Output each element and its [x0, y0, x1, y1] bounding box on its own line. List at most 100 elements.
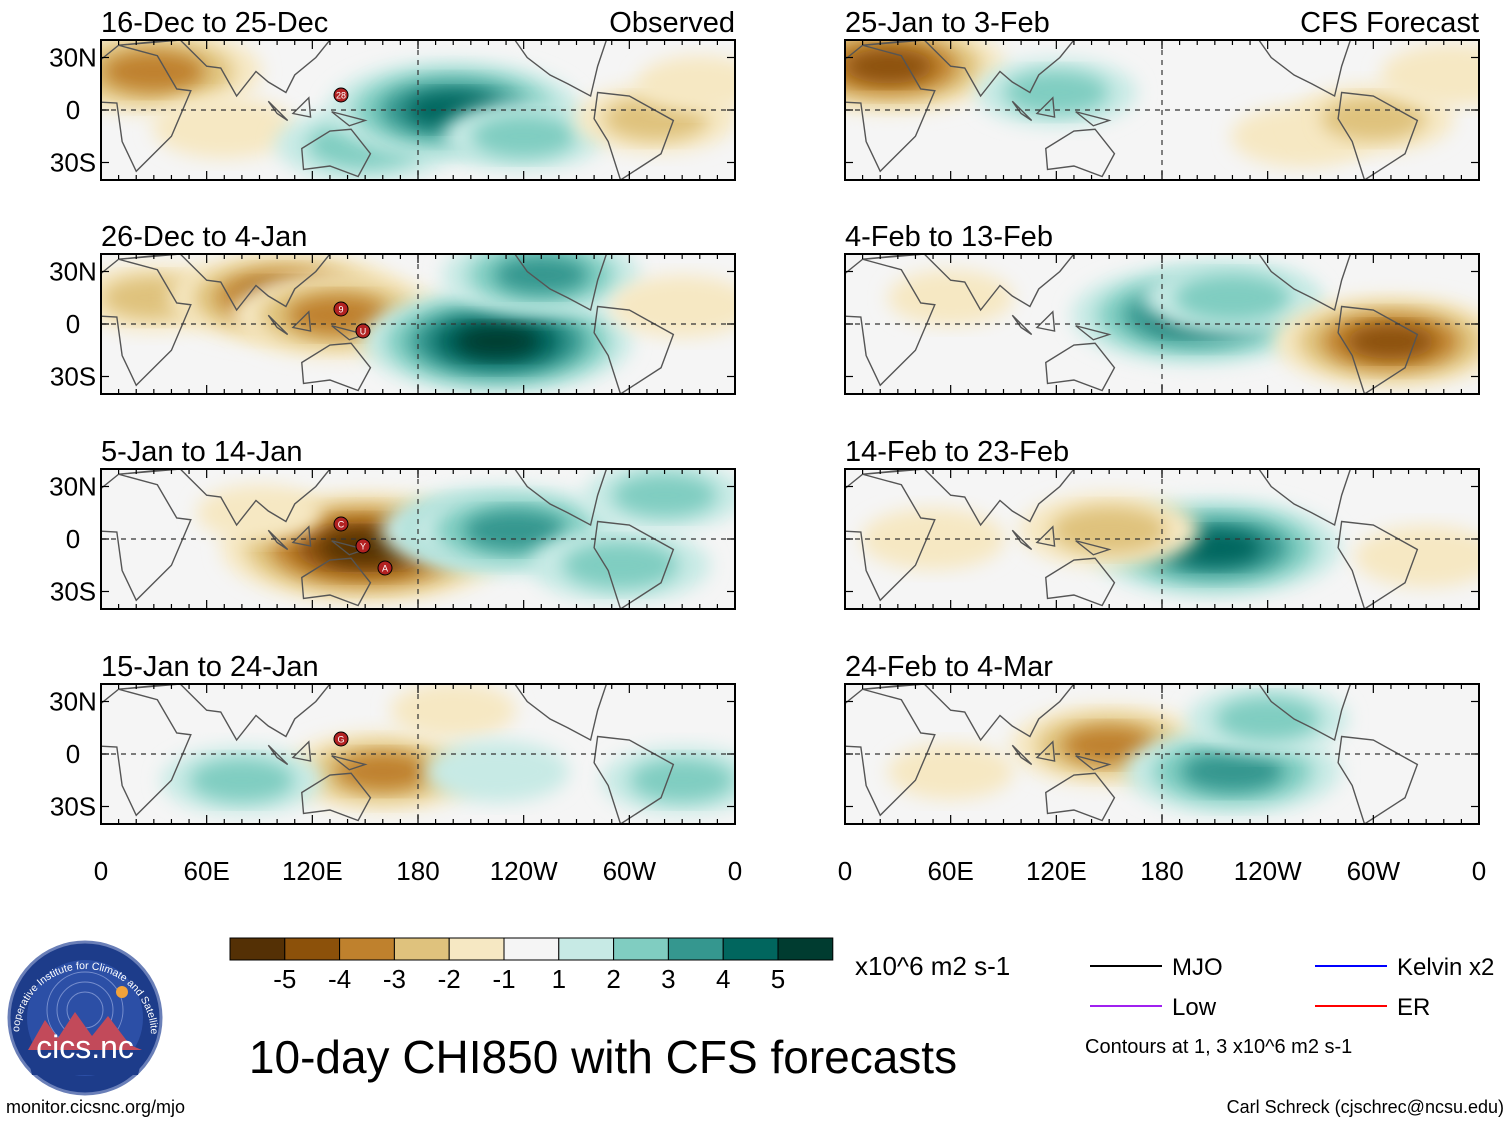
- anomaly-contour: [1004, 70, 1109, 115]
- storm-label: 28: [336, 91, 346, 101]
- anomaly-contour: [612, 473, 717, 518]
- figure-title: 10-day CHI850 with CFS forecasts: [249, 1031, 957, 1083]
- anomaly-contour: [1062, 726, 1157, 765]
- coastline: [1035, 740, 1056, 762]
- coastline: [862, 684, 1075, 742]
- anomaly-contour: [1051, 506, 1168, 555]
- storm-marker: [355, 538, 371, 554]
- coastline: [1035, 310, 1056, 332]
- coastline: [291, 525, 312, 547]
- coastlines: [845, 40, 1419, 180]
- colorbar-level: 4: [716, 964, 730, 994]
- coastline: [845, 258, 936, 387]
- storm-label: C: [338, 520, 345, 530]
- coastline: [291, 96, 312, 118]
- anomaly-contour: [152, 96, 297, 159]
- coastline: [1011, 100, 1033, 122]
- anomaly-contour: [102, 51, 205, 92]
- colorbar-swatch: [393, 937, 450, 961]
- coastline: [331, 755, 368, 771]
- lat-tick-label: 30S: [50, 148, 96, 178]
- colorbar-swatch: [722, 937, 779, 961]
- anomaly-contour: [1354, 525, 1479, 588]
- coastline: [1075, 755, 1112, 771]
- logo-text: cics.nc: [36, 1029, 134, 1065]
- coastline: [101, 473, 192, 602]
- lat-tick-label: 30N: [49, 43, 97, 73]
- colorbar-level: 2: [606, 964, 620, 994]
- coastline: [1011, 529, 1033, 551]
- lat-tick-label: 30S: [50, 577, 96, 607]
- lon-tick-label: 60W: [1347, 856, 1401, 886]
- coastline: [118, 684, 331, 742]
- coastline: [1045, 128, 1116, 178]
- coastline: [101, 258, 192, 387]
- lat-tick-label: 30S: [50, 362, 96, 392]
- coastline: [862, 469, 1075, 527]
- storm-label: U: [360, 327, 367, 337]
- coastline: [514, 40, 608, 98]
- anomaly-contour: [845, 49, 933, 84]
- anomaly-contour: [1181, 751, 1284, 792]
- coastlines: [101, 684, 675, 824]
- panel-period: 15-Jan to 24-Jan: [101, 651, 319, 683]
- coastline: [1258, 254, 1352, 312]
- storm-marker: [377, 560, 393, 576]
- coastlines: [101, 469, 675, 609]
- lon-tick-label: 60E: [184, 856, 230, 886]
- storm-label: A: [382, 564, 388, 574]
- lon-tick-label: 120W: [490, 856, 558, 886]
- coastline: [1075, 325, 1112, 341]
- colorbar: -5 -4 -3 -2 -1 1 2 3 4 5: [229, 937, 834, 994]
- coastline: [1011, 314, 1033, 336]
- legend-note: Contours at 1, 3 x10^6 m2 s-1: [1085, 1036, 1352, 1058]
- colorbar-units: x10^6 m2 s-1: [855, 951, 1010, 981]
- coastline: [301, 342, 372, 392]
- coastline: [593, 735, 675, 824]
- map-panel-fc2: 4-Feb to 13-Feb: [844, 221, 1480, 395]
- coastlines: [845, 684, 1419, 824]
- coastline: [514, 469, 608, 527]
- lat-tick-label: 30N: [49, 472, 97, 502]
- coastline: [331, 111, 368, 127]
- coastlines: [845, 254, 1419, 394]
- lon-tick-label: 60E: [928, 856, 974, 886]
- panel-period: 4-Feb to 13-Feb: [845, 221, 1053, 253]
- coastline: [331, 540, 368, 556]
- coastline: [1337, 305, 1419, 394]
- anomaly-contour: [494, 256, 589, 294]
- coastline: [1045, 557, 1116, 607]
- anomaly-contour: [1321, 96, 1426, 141]
- legend-label: MJO: [1172, 954, 1223, 981]
- footer-credit: Carl Schreck (cjschrec@ncsu.edu): [1227, 1097, 1504, 1117]
- anomaly-contour: [189, 758, 294, 803]
- lat-tick-label: 0: [66, 309, 80, 339]
- coastline: [845, 473, 936, 602]
- coastline: [1337, 520, 1419, 609]
- panel-period: 14-Feb to 23-Feb: [845, 436, 1069, 468]
- footer-url[interactable]: monitor.cicsnc.org/mjo: [6, 1097, 185, 1117]
- coastline: [1035, 96, 1056, 118]
- coastlines: [101, 40, 675, 180]
- storm-label: G: [337, 735, 344, 745]
- anomaly-contour: [390, 684, 517, 739]
- colorbar-swatch: [667, 937, 724, 961]
- panel-period: 16-Dec to 25-Dec: [101, 7, 328, 39]
- anomaly-field: [196, 469, 735, 603]
- coastline: [1011, 744, 1033, 766]
- forecast-label: CFS Forecast: [1300, 7, 1479, 39]
- anomaly-contour: [1215, 697, 1320, 741]
- panel-period: 25-Jan to 3-Feb: [845, 7, 1050, 39]
- coastline: [845, 688, 936, 817]
- lat-tick-label: 0: [66, 524, 80, 554]
- coastline: [301, 128, 372, 178]
- coastline: [118, 469, 331, 527]
- coastline: [862, 40, 1075, 98]
- storm-marker: [333, 731, 349, 747]
- coastline: [593, 520, 675, 609]
- colorbar-level: -3: [383, 964, 406, 994]
- colorbar-swatch: [284, 937, 341, 961]
